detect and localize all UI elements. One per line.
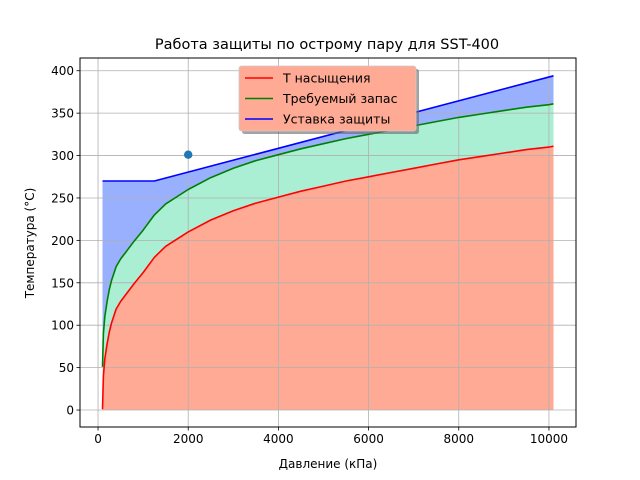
fill-area-1 bbox=[102, 146, 554, 410]
x-tick-label: 8000 bbox=[443, 432, 474, 446]
x-tick-label: 10000 bbox=[530, 432, 568, 446]
x-tick-label: 6000 bbox=[353, 432, 384, 446]
scatter-points bbox=[184, 150, 193, 159]
legend-label-2: Требуемый запас bbox=[282, 91, 398, 106]
series-line-3 bbox=[102, 75, 554, 182]
x-axis-label: Давление (кПа) bbox=[279, 457, 378, 471]
legend-label-1: Т насыщения bbox=[282, 71, 370, 86]
y-tick-label: 100 bbox=[51, 319, 74, 333]
y-tick-label: 50 bbox=[59, 361, 74, 375]
y-tick-label: 250 bbox=[51, 191, 74, 205]
y-tick-label: 350 bbox=[51, 107, 74, 121]
series-line-2 bbox=[101, 103, 554, 367]
y-tick-label: 150 bbox=[51, 276, 74, 290]
plot-frame bbox=[79, 57, 577, 428]
fill-areas bbox=[102, 75, 554, 410]
fill-area-2 bbox=[102, 103, 554, 410]
scatter-point bbox=[184, 150, 193, 159]
y-tick-label: 400 bbox=[51, 64, 74, 78]
chart-title: Работа защиты по острому пару для SST-40… bbox=[155, 37, 499, 53]
y-axis-ticks: 0 50 100 150 200 250 300 350 400 bbox=[51, 64, 80, 418]
x-axis-ticks: 0 2000 4000 6000 8000 10000 bbox=[94, 427, 568, 446]
y-axis-label: Температура (°C) bbox=[23, 188, 37, 300]
fill-area-3 bbox=[102, 75, 554, 367]
series-line-1 bbox=[101, 145, 554, 410]
x-tick-label: 2000 bbox=[173, 432, 204, 446]
legend-label-3: Уставка защиты bbox=[283, 112, 390, 127]
y-tick-label: 300 bbox=[51, 149, 74, 163]
legend: Т насыщения Требуемый запас Уставка защиты bbox=[238, 65, 419, 134]
legend-box bbox=[238, 65, 417, 132]
series-lines bbox=[101, 75, 554, 410]
x-tick-label: 4000 bbox=[263, 432, 294, 446]
y-tick-label: 0 bbox=[66, 404, 74, 418]
x-tick-label: 0 bbox=[94, 432, 102, 446]
y-tick-label: 200 bbox=[51, 234, 74, 248]
